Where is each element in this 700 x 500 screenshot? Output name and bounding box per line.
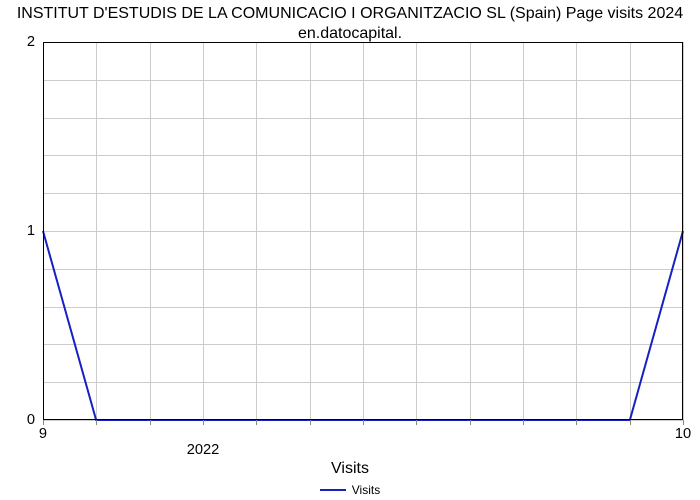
x-minor-tick — [523, 420, 524, 425]
x-minor-tick — [203, 420, 204, 425]
x-minor-tick — [576, 420, 577, 425]
line-series — [43, 42, 683, 420]
y-tick-label: 2 — [0, 34, 35, 50]
x-tick-label: 10 — [675, 426, 691, 442]
x-secondary-label: 2022 — [187, 442, 220, 458]
x-axis-label: Visits — [0, 460, 700, 478]
chart-title-line1: INSTITUT D'ESTUDIS DE LA COMUNICACIO I O… — [0, 4, 700, 44]
legend-item-visits: Visits — [320, 483, 380, 497]
legend-label: Visits — [352, 483, 380, 497]
legend: Visits — [0, 478, 700, 497]
plot-area — [43, 42, 683, 420]
x-minor-tick — [256, 420, 257, 425]
x-minor-tick — [310, 420, 311, 425]
legend-swatch-icon — [320, 489, 346, 491]
x-minor-tick — [416, 420, 417, 425]
x-minor-tick-marks — [43, 420, 683, 425]
y-tick-label: 0 — [0, 412, 35, 428]
x-minor-tick — [630, 420, 631, 425]
series-line-visits — [43, 231, 683, 420]
x-tick-label: 9 — [39, 426, 47, 442]
x-minor-tick — [43, 420, 44, 425]
chart-container: INSTITUT D'ESTUDIS DE LA COMUNICACIO I O… — [0, 0, 700, 500]
gridline-vertical — [683, 42, 684, 420]
y-tick-label: 1 — [0, 223, 35, 239]
x-minor-tick — [470, 420, 471, 425]
x-minor-tick — [363, 420, 364, 425]
x-minor-tick — [150, 420, 151, 425]
x-minor-tick — [683, 420, 684, 425]
x-minor-tick — [96, 420, 97, 425]
